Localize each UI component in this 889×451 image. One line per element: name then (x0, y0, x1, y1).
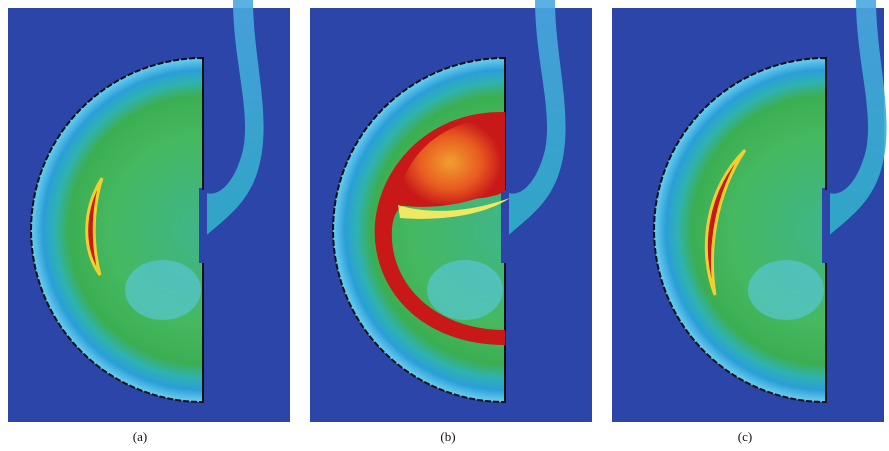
panel-c (612, 0, 888, 422)
panel-label: (b) (440, 429, 455, 444)
panel-label: (a) (133, 429, 147, 444)
panel-label: (c) (738, 429, 752, 444)
panel-a (8, 0, 290, 422)
panel-b (310, 0, 592, 422)
